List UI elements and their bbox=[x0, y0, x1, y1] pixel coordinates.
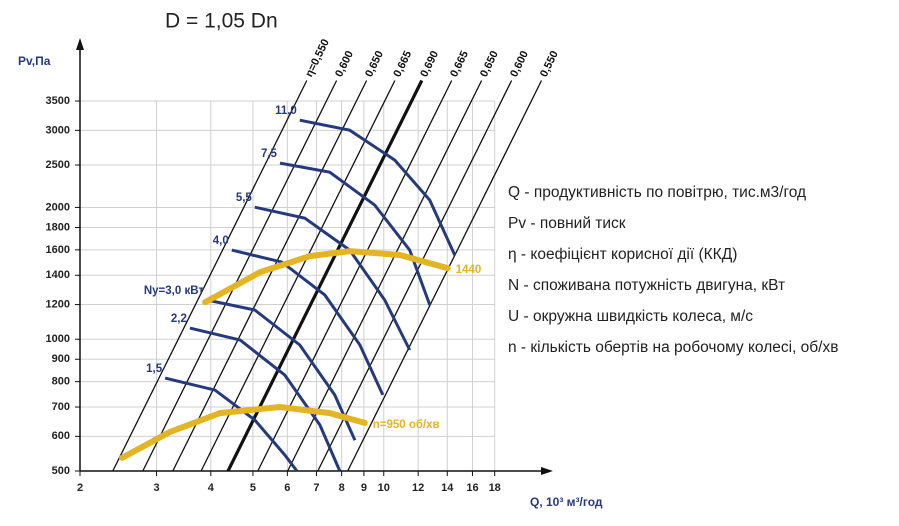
speed-label: 1440 bbox=[456, 264, 482, 276]
efficiency-label: 0,600 bbox=[333, 49, 356, 79]
x-tick-label: 5 bbox=[250, 482, 256, 494]
x-axis-label: Q, 10³ м³/год bbox=[530, 495, 603, 509]
efficiency-label: 0,665 bbox=[391, 49, 414, 79]
efficiency-line bbox=[142, 80, 338, 472]
legend-note: Q - продуктивність по повітрю, тис.м3/го… bbox=[508, 184, 806, 201]
x-tick-label: 8 bbox=[339, 482, 345, 494]
power-curve bbox=[279, 161, 432, 306]
speed-curve bbox=[202, 248, 451, 306]
y-tick-label: 2000 bbox=[46, 201, 70, 213]
efficiency-label: η=0,550 bbox=[303, 37, 332, 79]
grid bbox=[79, 100, 496, 472]
x-tick-label: 12 bbox=[412, 482, 424, 494]
power-label: 1,5 bbox=[146, 363, 163, 375]
y-tick-label: 2500 bbox=[46, 159, 70, 171]
x-tick-label: 7 bbox=[313, 482, 319, 494]
y-tick-label: 1200 bbox=[46, 298, 70, 310]
y-tick-label: 500 bbox=[52, 465, 70, 477]
y-tick-label: 1400 bbox=[46, 269, 70, 281]
power-curve bbox=[231, 248, 385, 396]
y-axis-label: Pv,Па bbox=[18, 54, 51, 68]
efficiency-label: 0,665 bbox=[448, 49, 471, 79]
efficiency-label: 0,650 bbox=[478, 49, 501, 79]
efficiency-line bbox=[287, 80, 483, 472]
legend-note: Pv - повний тиск bbox=[508, 215, 626, 232]
efficiency-line bbox=[112, 80, 308, 472]
speed-curve bbox=[119, 403, 368, 461]
legend-note: n - кількість обертів на робочому колесі… bbox=[508, 339, 838, 356]
efficiency-label: 0,650 bbox=[363, 49, 386, 79]
chart-title: D = 1,05 Dn bbox=[165, 10, 278, 33]
x-tick-label: 18 bbox=[489, 482, 501, 494]
x-tick-label: 2 bbox=[77, 482, 83, 494]
y-tick-label: 1000 bbox=[46, 333, 70, 345]
power-label: 7,5 bbox=[261, 148, 278, 160]
power-label: 11,0 bbox=[275, 105, 297, 117]
power-curve bbox=[299, 118, 457, 256]
x-tick-label: 14 bbox=[441, 482, 454, 494]
legend-note: U - окружна швидкість колеса, м/с bbox=[508, 308, 753, 325]
power-label: 2,2 bbox=[171, 313, 187, 325]
efficiency-label: 0,550 bbox=[538, 49, 561, 79]
y-tick-label: 600 bbox=[52, 430, 70, 442]
legend-note: N - споживана потужність двигуна, кВт bbox=[508, 277, 785, 294]
legend-note: η - коефіцієнт корисної дії (ККД) bbox=[508, 246, 737, 263]
x-axis-arrow bbox=[541, 467, 553, 475]
power-label: 5,5 bbox=[236, 192, 253, 204]
y-tick-label: 1600 bbox=[46, 244, 70, 256]
x-tick-label: 16 bbox=[466, 482, 478, 494]
y-tick-label: 700 bbox=[52, 401, 70, 413]
x-tick-label: 10 bbox=[378, 482, 390, 494]
power-curve bbox=[206, 298, 357, 441]
efficiency-line bbox=[226, 79, 424, 472]
x-tick-label: 9 bbox=[361, 482, 367, 494]
y-axis-arrow bbox=[76, 38, 84, 50]
x-tick-label: 6 bbox=[284, 482, 290, 494]
y-tick-label: 3500 bbox=[46, 95, 70, 107]
efficiency-line bbox=[172, 80, 368, 472]
x-tick-label: 4 bbox=[208, 482, 215, 494]
efficiency-line bbox=[317, 80, 513, 472]
efficiency-label: 0,600 bbox=[508, 49, 531, 79]
power-label: 4,0 bbox=[213, 235, 229, 247]
x-tick-label: 3 bbox=[153, 482, 159, 494]
power-curve bbox=[189, 326, 342, 472]
efficiency-label: 0,690 bbox=[418, 49, 441, 79]
efficiency-line bbox=[347, 80, 543, 472]
y-tick-label: 1800 bbox=[46, 221, 70, 233]
speed-label: n=950 об/хв bbox=[373, 419, 440, 431]
y-tick-label: 3000 bbox=[46, 124, 70, 136]
power-curve bbox=[164, 376, 299, 472]
y-tick-label: 800 bbox=[52, 376, 70, 388]
power-label: Ny=3,0 кВт bbox=[144, 285, 205, 297]
y-tick-label: 900 bbox=[52, 353, 70, 365]
